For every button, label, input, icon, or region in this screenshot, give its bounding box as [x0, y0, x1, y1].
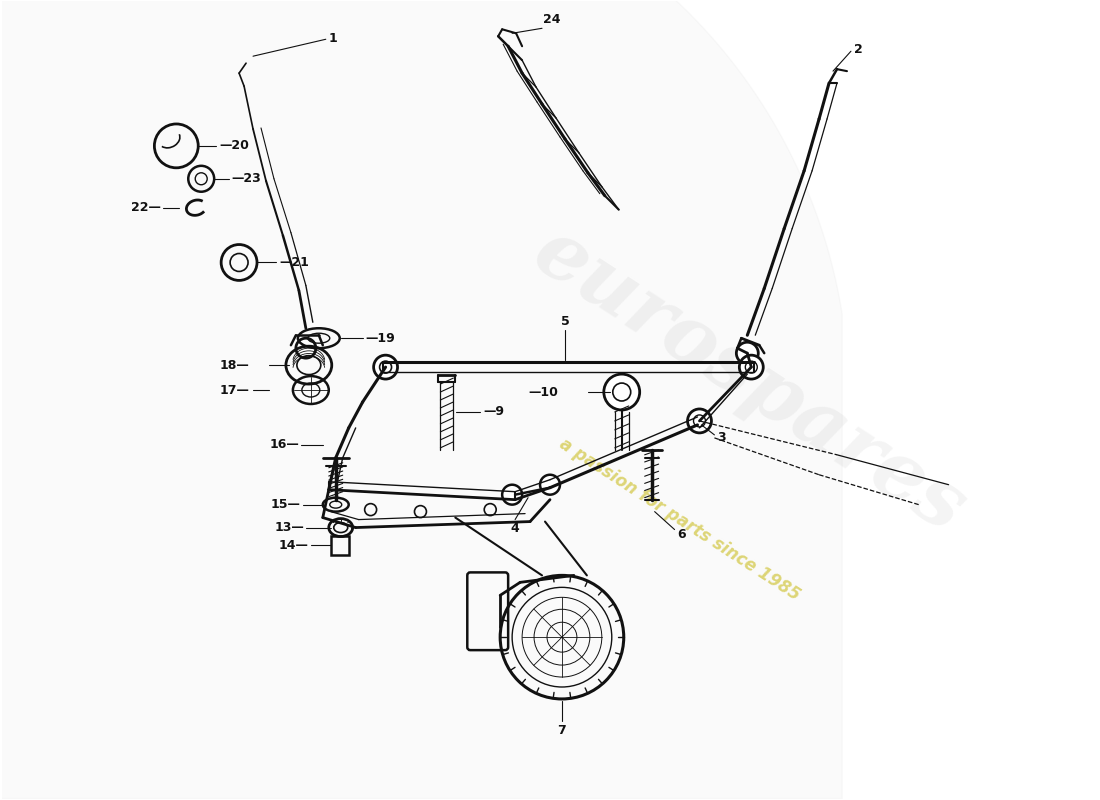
Circle shape	[503, 485, 522, 505]
Text: 4: 4	[510, 522, 519, 534]
Text: 15—: 15—	[271, 498, 301, 511]
Text: —19: —19	[365, 332, 395, 345]
Text: 7: 7	[558, 724, 566, 737]
Text: 13—: 13—	[274, 521, 304, 534]
Text: 14—: 14—	[279, 539, 309, 552]
Circle shape	[379, 361, 392, 373]
Text: 18—: 18—	[219, 358, 249, 372]
Circle shape	[604, 374, 640, 410]
Circle shape	[746, 361, 757, 373]
Text: —10: —10	[528, 386, 558, 398]
Text: —20: —20	[219, 139, 249, 152]
Circle shape	[613, 383, 630, 401]
Circle shape	[739, 355, 763, 379]
Bar	[331, 535, 349, 555]
Text: 17—: 17—	[219, 383, 249, 397]
Text: —23: —23	[231, 172, 261, 186]
Text: 2: 2	[854, 42, 862, 56]
Text: 5: 5	[561, 315, 570, 328]
Circle shape	[540, 474, 560, 494]
Text: 6: 6	[678, 528, 686, 541]
Text: 24: 24	[543, 14, 561, 26]
Text: —21: —21	[279, 256, 309, 269]
Text: —9: —9	[483, 406, 504, 418]
Circle shape	[736, 342, 758, 364]
Text: eurospares: eurospares	[519, 212, 979, 548]
Circle shape	[693, 415, 705, 427]
Circle shape	[296, 338, 316, 358]
Circle shape	[688, 409, 712, 433]
Text: 16—: 16—	[270, 438, 299, 451]
Text: 22—: 22—	[132, 201, 162, 214]
Text: 3: 3	[717, 431, 726, 444]
Circle shape	[374, 355, 397, 379]
Text: a passion for parts since 1985: a passion for parts since 1985	[556, 435, 803, 604]
Text: 1: 1	[329, 32, 338, 45]
